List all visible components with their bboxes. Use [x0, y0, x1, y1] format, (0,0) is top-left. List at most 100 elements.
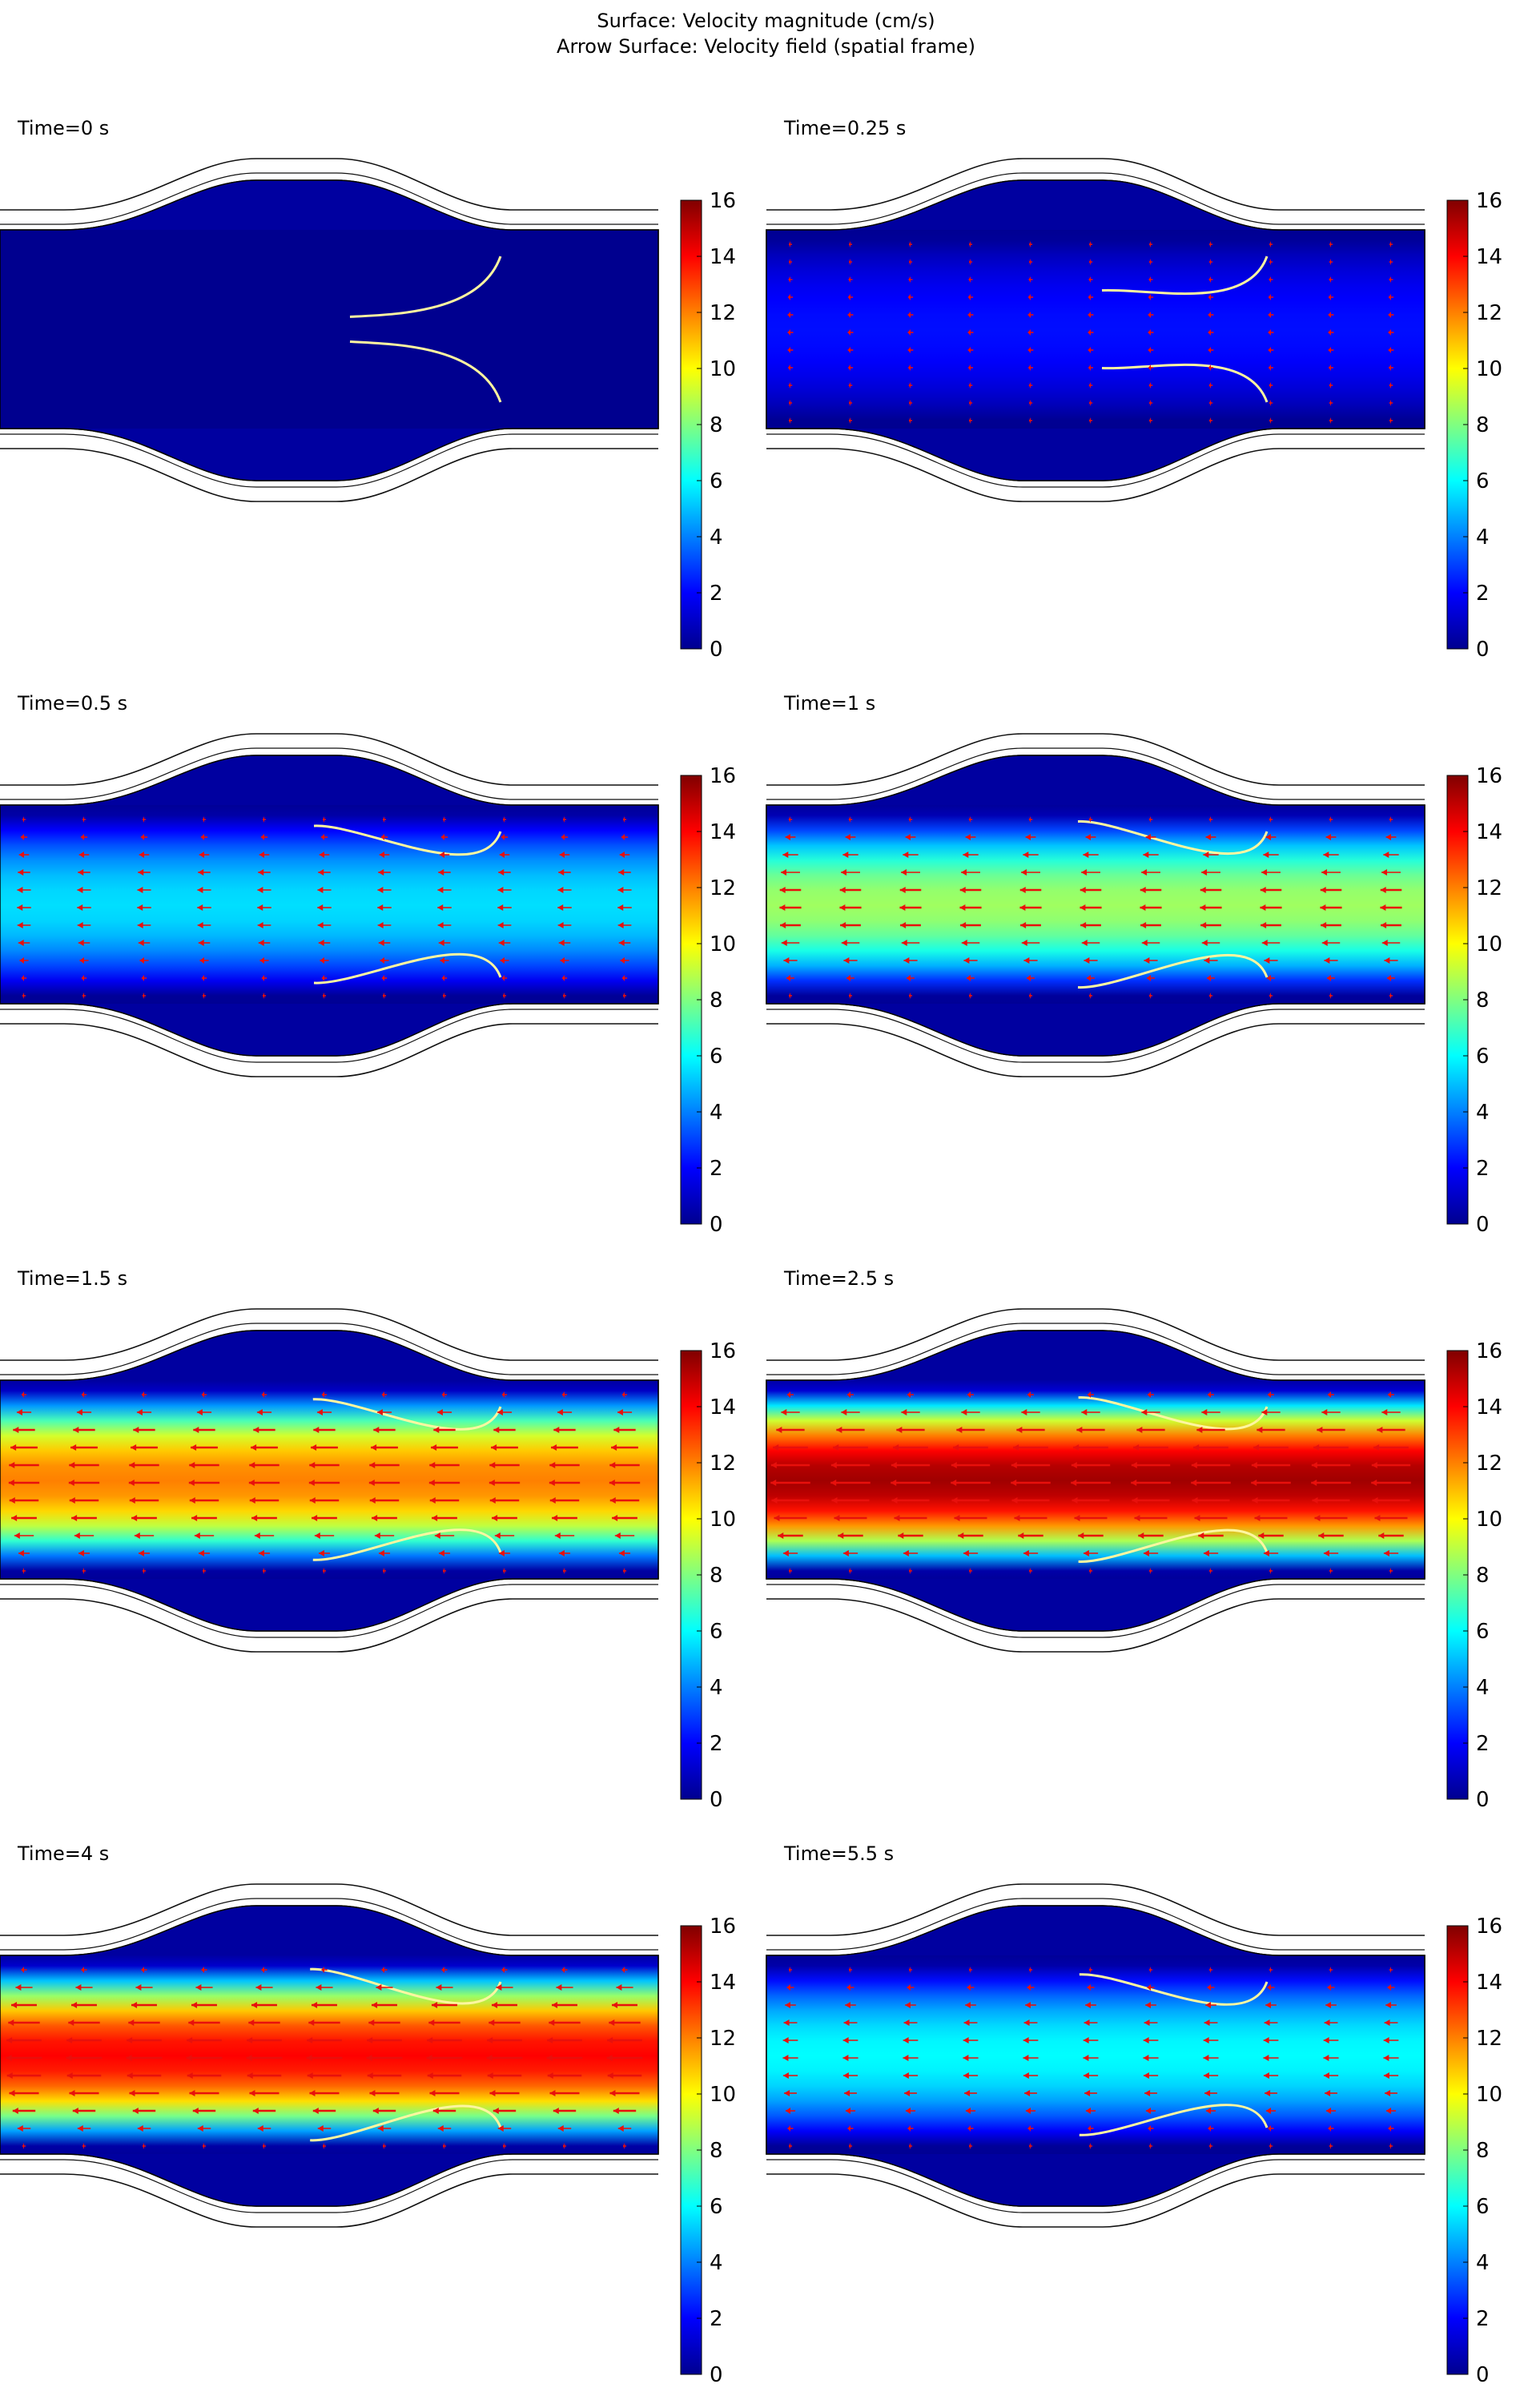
velocity-arrow-head	[138, 940, 144, 946]
velocity-arrow-head	[21, 1391, 24, 1398]
velocity-arrow-head	[77, 887, 83, 893]
velocity-arrow-head	[189, 2090, 195, 2096]
colorbar-tick-label: 8	[1476, 2139, 1490, 2163]
velocity-arrow-head	[203, 1568, 204, 1574]
velocity-arrow-head	[198, 869, 204, 876]
velocity-arrow-head	[1088, 364, 1091, 371]
velocity-arrow-head	[1205, 834, 1211, 840]
colorbar-tick-label: 2	[1476, 2307, 1490, 2331]
velocity-arrow-head	[789, 259, 790, 265]
colorbar-tick-label: 12	[710, 1452, 736, 1476]
velocity-arrow-head	[66, 2072, 73, 2079]
velocity-arrow-head	[968, 276, 971, 283]
upper-vessel-wall	[0, 733, 658, 786]
velocity-arrow-head	[1323, 1550, 1329, 1556]
velocity-arrow-head	[77, 904, 83, 911]
velocity-arrow-head	[1143, 852, 1149, 858]
velocity-arrow-head	[770, 1462, 777, 1468]
velocity-arrow-head	[1088, 2125, 1091, 2132]
velocity-arrow-head	[558, 869, 565, 876]
velocity-arrow-head	[9, 1497, 15, 1504]
velocity-arrow-head	[896, 1427, 903, 1433]
velocity-arrow-head	[561, 1967, 565, 1973]
velocity-arrow-head	[1081, 1409, 1088, 1415]
velocity-arrow-head	[1268, 347, 1271, 353]
velocity-arrow-head	[908, 364, 911, 371]
velocity-arrow-head	[379, 852, 384, 858]
velocity-arrow-head	[1328, 2125, 1331, 2132]
velocity-arrow-head	[438, 1550, 444, 1556]
upper-vessel-wall	[0, 1898, 658, 1951]
velocity-arrow-head	[782, 1550, 789, 1556]
velocity-arrow-head	[845, 2002, 850, 2008]
velocity-arrow-head	[1311, 1480, 1317, 1486]
velocity-arrow-head	[131, 2002, 138, 2008]
velocity-arrow-head	[842, 852, 849, 858]
velocity-arrow-head	[607, 2037, 613, 2044]
velocity-arrow-head	[954, 1515, 960, 1521]
velocity-arrow-head	[256, 1409, 263, 1415]
colorbar-tick-label: 0	[1476, 1213, 1490, 1237]
velocity-arrow-head	[380, 957, 384, 964]
velocity-arrow-head	[1194, 1515, 1200, 1521]
velocity-arrow-head	[1029, 2143, 1031, 2149]
colorbar-tick-label: 2	[1476, 1732, 1490, 1756]
velocity-arrow-head	[1027, 312, 1031, 318]
velocity-arrow-head	[898, 1532, 904, 1539]
colorbar-tick-label: 16	[710, 189, 736, 213]
velocity-arrow-head	[1148, 382, 1151, 389]
lower-leaflet	[1079, 2104, 1269, 2136]
velocity-arrow-head	[22, 816, 24, 823]
velocity-arrow-head	[17, 2125, 23, 2132]
colorbar-tick-label: 8	[710, 413, 723, 437]
velocity-arrow-head	[17, 904, 23, 911]
colorbar-tick-label: 6	[710, 2195, 723, 2219]
velocity-arrow-head	[1143, 2072, 1149, 2079]
colorbar-tick-label: 14	[1476, 1395, 1502, 1419]
velocity-arrow-head	[613, 2108, 619, 2114]
colorbar-tick-label: 10	[710, 1508, 736, 1532]
velocity-arrow-head	[498, 940, 505, 946]
upper-sinus	[64, 1331, 513, 1380]
velocity-arrow-head	[1387, 975, 1391, 981]
upper-sinus	[830, 755, 1279, 805]
velocity-arrow-head	[618, 869, 625, 876]
lower-vessel-wall	[766, 1584, 1425, 1638]
velocity-arrow-head	[252, 2108, 259, 2114]
velocity-arrow-head	[785, 2108, 790, 2114]
velocity-arrow-head	[1027, 1984, 1031, 1991]
velocity-arrow-head	[1198, 1532, 1204, 1539]
velocity-arrow-head	[609, 1497, 616, 1504]
velocity-arrow-head	[129, 2090, 135, 2096]
velocity-arrow-head	[964, 2090, 971, 2096]
velocity-arrow-head	[433, 1427, 440, 1433]
velocity-arrow-head	[618, 940, 625, 946]
velocity-plot: 0 2 4 6 8 10 12 14 16	[0, 158, 736, 662]
velocity-arrow-head	[903, 957, 910, 964]
velocity-arrow-head	[1389, 382, 1391, 389]
velocity-arrow-head	[139, 957, 144, 964]
lower-vessel-wall	[766, 433, 1425, 488]
lower-vessel-wall	[0, 448, 658, 502]
velocity-arrow-head	[259, 957, 264, 964]
velocity-arrow-head	[840, 922, 846, 928]
velocity-arrow-head	[563, 993, 565, 999]
velocity-arrow-head	[611, 1444, 617, 1451]
velocity-arrow-head	[383, 816, 384, 823]
velocity-arrow-head	[82, 2143, 84, 2149]
velocity-arrow-head	[200, 834, 204, 840]
velocity-arrow-head	[309, 1497, 316, 1504]
velocity-arrow-head	[1088, 382, 1091, 389]
velocity-arrow-head	[1209, 241, 1211, 248]
velocity-arrow-head	[1148, 2125, 1151, 2132]
velocity-arrow-head	[845, 834, 850, 840]
velocity-arrow-head	[1023, 852, 1029, 858]
velocity-arrow-head	[137, 887, 143, 893]
velocity-arrow-head	[1313, 1444, 1320, 1451]
velocity-arrow-head	[368, 1480, 375, 1486]
velocity-arrow-head	[958, 1532, 964, 1539]
colorbar-tick-label: 8	[1476, 989, 1490, 1013]
lower-vessel-wall	[0, 1009, 658, 1063]
velocity-arrow-head	[22, 2143, 24, 2149]
colorbar-tick-label: 8	[710, 1564, 723, 1588]
